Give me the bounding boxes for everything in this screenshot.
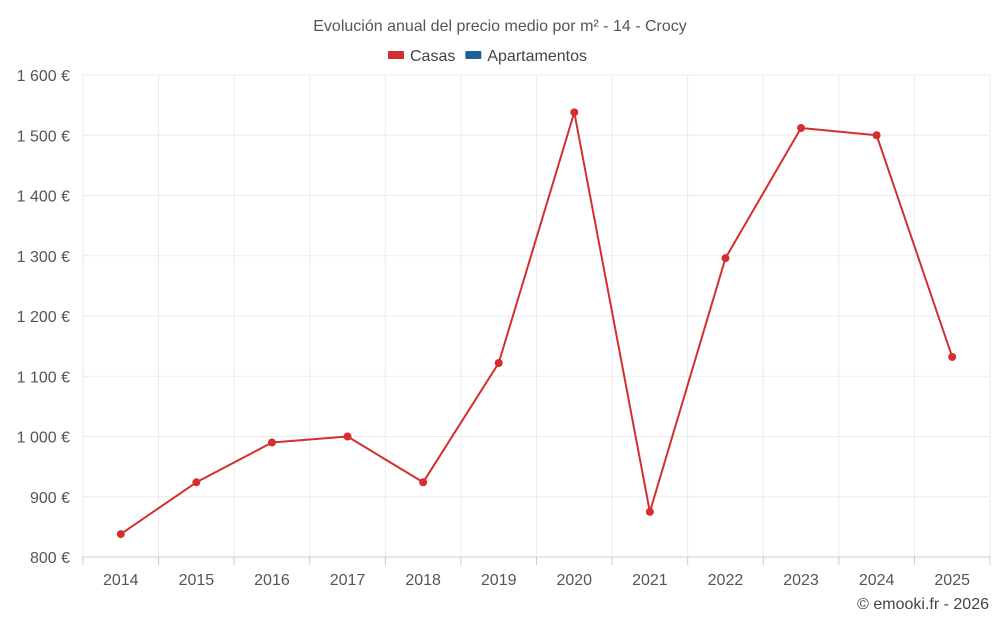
data-point <box>116 530 125 539</box>
data-point <box>721 254 730 263</box>
legend: Casas Apartamentos <box>388 48 587 65</box>
x-tick-label: 2021 <box>632 572 668 589</box>
x-tick-label: 2024 <box>859 572 895 589</box>
y-tick-label: 800 € <box>30 550 70 567</box>
data-point <box>494 358 503 367</box>
legend-swatch <box>388 51 404 59</box>
x-tick-label: 2019 <box>481 572 517 589</box>
x-tick-label: 2022 <box>708 572 744 589</box>
y-tick-label: 900 € <box>30 490 70 507</box>
y-tick-label: 1 200 € <box>17 309 70 326</box>
y-tick-label: 1 300 € <box>17 249 70 266</box>
x-tick-label: 2016 <box>254 572 290 589</box>
data-point <box>267 438 276 447</box>
y-tick-label: 1 600 € <box>17 68 70 85</box>
x-tick-label: 2014 <box>103 572 139 589</box>
data-point <box>645 507 654 516</box>
y-tick-label: 1 100 € <box>17 369 70 386</box>
y-tick-label: 1 500 € <box>17 128 70 145</box>
credit-text: © emooki.fr - 2026 <box>857 596 989 613</box>
x-tick-label: 2017 <box>330 572 366 589</box>
data-point <box>570 108 579 117</box>
chart-title: Evolución anual del precio medio por m² … <box>313 18 687 35</box>
x-tick-label: 2018 <box>405 572 441 589</box>
data-point <box>872 131 881 140</box>
data-point <box>192 478 201 487</box>
legend-swatch <box>465 51 482 59</box>
data-point <box>797 124 806 133</box>
x-axis: 2014 2015 2016 2017 2018 2019 2020 2021 2022 2023… <box>82 556 991 589</box>
y-tick-label: 1 400 € <box>17 189 70 206</box>
series-group <box>116 108 957 539</box>
legend-label: Casas <box>410 48 455 65</box>
data-point <box>419 478 428 487</box>
data-point <box>948 352 957 361</box>
y-axis: 800 € 900 € 1 000 € 1 100 € 1 200 € 1 300 € 1 … <box>17 68 70 567</box>
x-tick-label: 2015 <box>179 572 215 589</box>
x-tick-label: 2025 <box>934 572 970 589</box>
y-tick-label: 1 000 € <box>17 430 70 447</box>
x-tick-label: 2023 <box>783 572 819 589</box>
legend-label: Apartamentos <box>487 48 587 65</box>
x-tick-label: 2020 <box>556 572 592 589</box>
data-point <box>343 432 352 441</box>
series-line-casas <box>120 111 954 535</box>
grid <box>82 74 991 558</box>
